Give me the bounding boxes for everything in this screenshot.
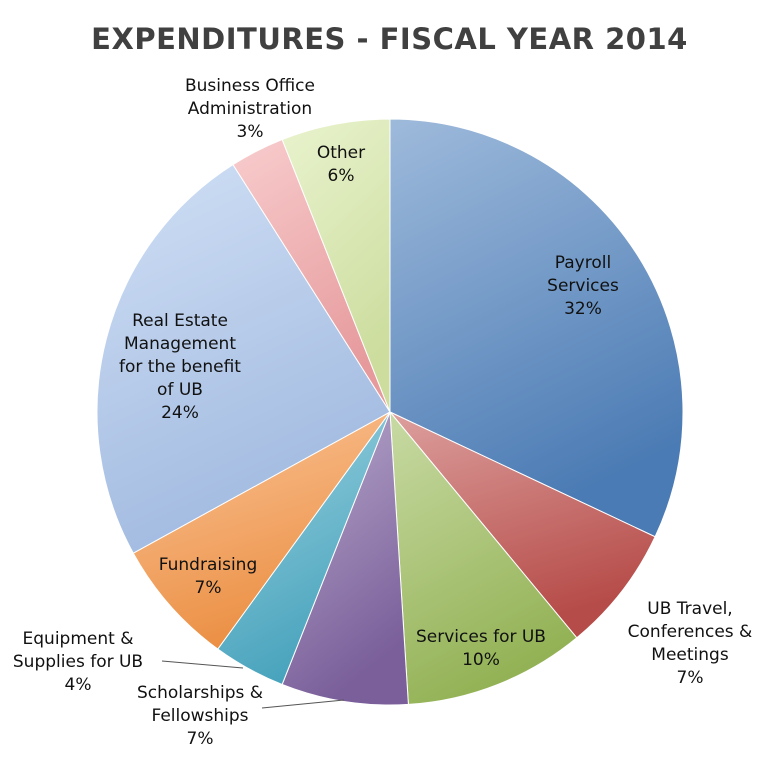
slice-percent: 24%: [161, 403, 199, 423]
slice-percent: 7%: [677, 668, 704, 688]
slice-percent: 3%: [237, 122, 264, 142]
slice-label-line: UB Travel,: [647, 599, 732, 619]
slice-label-line: Payroll: [555, 253, 611, 273]
slice-label-line: Fellowships: [151, 706, 248, 726]
slice-label-line: Supplies for UB: [13, 652, 143, 672]
pie-slice-2: [389, 410, 578, 705]
slice-percent: 4%: [65, 675, 92, 695]
slice-label-line: Meetings: [651, 645, 729, 665]
pie-slice-5: [132, 411, 391, 650]
slice-label-5: Fundraising 7%: [159, 555, 257, 598]
slice-label-line: Services for UB: [416, 627, 546, 647]
slice-label-line: Management: [124, 334, 236, 354]
slice-label-line: Administration: [188, 99, 312, 119]
slice-label-line: Fundraising: [159, 555, 257, 575]
slice-label-7: Business Office Administration 3%: [185, 76, 315, 142]
slice-percent: 7%: [195, 578, 222, 598]
slice-label-1: UB Travel, Conferences & Meetings 7%: [628, 599, 753, 688]
pie-slice-3: [281, 411, 409, 706]
slice-percent: 7%: [187, 729, 214, 749]
leader-line-4: [161, 660, 244, 669]
slice-label-line: for the benefit: [119, 357, 241, 377]
slice-percent: 6%: [328, 166, 355, 186]
slice-percent: 32%: [564, 299, 602, 319]
slice-label-line: Conferences &: [628, 622, 753, 642]
slice-percent: 10%: [462, 650, 500, 670]
pie-slice-6: [96, 163, 391, 554]
slice-label-3: Scholarships & Fellowships 7%: [137, 683, 263, 749]
chart-title: EXPENDITURES - FISCAL YEAR 2014: [91, 22, 688, 56]
pie-slice-0: [389, 118, 684, 538]
slice-label-4: Equipment & Supplies for UB 4%: [13, 629, 143, 695]
slice-label-line: Equipment &: [23, 629, 134, 649]
slice-label-line: Scholarships &: [137, 683, 263, 703]
slice-label-line: Other: [317, 143, 365, 163]
slice-label-line: Services: [547, 276, 619, 296]
slice-label-8: Other 6%: [317, 143, 365, 186]
pie-slice-8: [281, 118, 391, 413]
slice-label-0: Payroll Services 32%: [547, 253, 619, 319]
leader-line-3: [261, 699, 345, 709]
slice-label-6: Real Estate Management for the benefit of U…: [119, 311, 241, 423]
slice-label-2: Services for UB 10%: [416, 627, 546, 670]
slice-label-line: Real Estate: [132, 311, 228, 331]
slice-label-line: Business Office: [185, 76, 315, 96]
pie-slice-1: [389, 411, 656, 639]
slice-label-line: of UB: [157, 380, 203, 400]
